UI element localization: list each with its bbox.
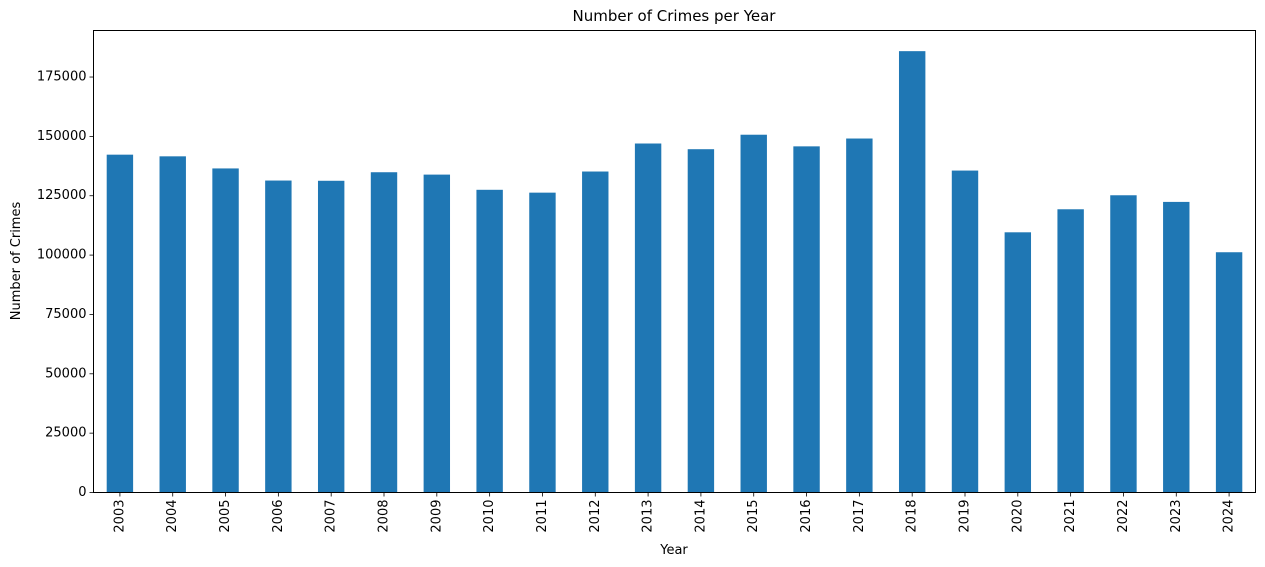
x-tick-label: 2021 (1063, 500, 1078, 533)
bar-2008 (370, 172, 398, 493)
bar-2013 (634, 143, 662, 493)
bar-2018 (898, 51, 926, 493)
x-tick-label: 2013 (641, 500, 656, 533)
bar-2011 (529, 192, 556, 493)
bar-2003 (106, 154, 134, 493)
bar-2006 (265, 180, 292, 493)
x-tick-label: 2015 (746, 500, 761, 533)
x-tick-label: 2017 (852, 500, 867, 533)
y-axis-label: Number of Crimes (9, 202, 24, 321)
bar-2005 (212, 168, 239, 493)
bar-2019 (951, 170, 979, 493)
y-tick-label: 0 (78, 485, 86, 500)
bars (106, 51, 1243, 493)
x-tick-label: 2024 (1222, 500, 1237, 533)
x-tick-label: 2011 (535, 500, 550, 533)
y-tick-label: 125000 (37, 188, 87, 203)
x-tick-label: 2018 (905, 500, 920, 533)
bar-2020 (1004, 232, 1032, 493)
bar-2023 (1163, 201, 1190, 493)
bar-2014 (687, 149, 715, 493)
bar-2024 (1215, 252, 1243, 493)
x-axis-ticks: 2003 2004 2005 2006 2007 2008 2009 2010 2011 2012… (112, 492, 1237, 533)
bar-2010 (476, 189, 503, 493)
x-axis-label: Year (659, 543, 688, 558)
y-axis-ticks: 0 25000 50000 75000 100000 125000 150000 175000 (37, 70, 94, 500)
y-tick-label: 50000 (45, 366, 86, 381)
y-tick-label: 100000 (37, 248, 87, 263)
x-tick-label: 2023 (1169, 500, 1184, 533)
x-tick-label: 2004 (165, 500, 180, 533)
bar-2015 (740, 134, 767, 493)
bar-2009 (423, 174, 451, 493)
x-tick-label: 2005 (218, 500, 233, 533)
y-tick-label: 75000 (45, 307, 86, 322)
chart-title: Number of Crimes per Year (573, 7, 777, 25)
x-tick-label: 2012 (588, 500, 603, 533)
bar-2004 (159, 156, 186, 493)
x-tick-label: 2007 (324, 500, 339, 533)
bar-2016 (793, 146, 820, 493)
x-tick-label: 2016 (799, 500, 814, 533)
x-tick-label: 2019 (958, 500, 973, 533)
plot-frame (93, 30, 1256, 493)
bar-2021 (1057, 209, 1084, 493)
x-tick-label: 2014 (693, 500, 708, 533)
x-tick-label: 2009 (429, 500, 444, 533)
x-tick-label: 2022 (1116, 500, 1131, 533)
bar-2017 (846, 138, 873, 493)
bar-2007 (317, 180, 345, 493)
y-tick-label: 25000 (45, 426, 86, 441)
bar-2022 (1110, 195, 1137, 493)
y-tick-label: 150000 (37, 129, 87, 144)
bar-2012 (582, 171, 609, 493)
x-tick-label: 2020 (1010, 500, 1025, 533)
x-tick-label: 2006 (271, 500, 286, 533)
x-tick-label: 2010 (482, 500, 497, 533)
x-tick-label: 2003 (112, 500, 127, 533)
x-tick-label: 2008 (377, 500, 392, 533)
y-tick-label: 175000 (37, 70, 87, 85)
